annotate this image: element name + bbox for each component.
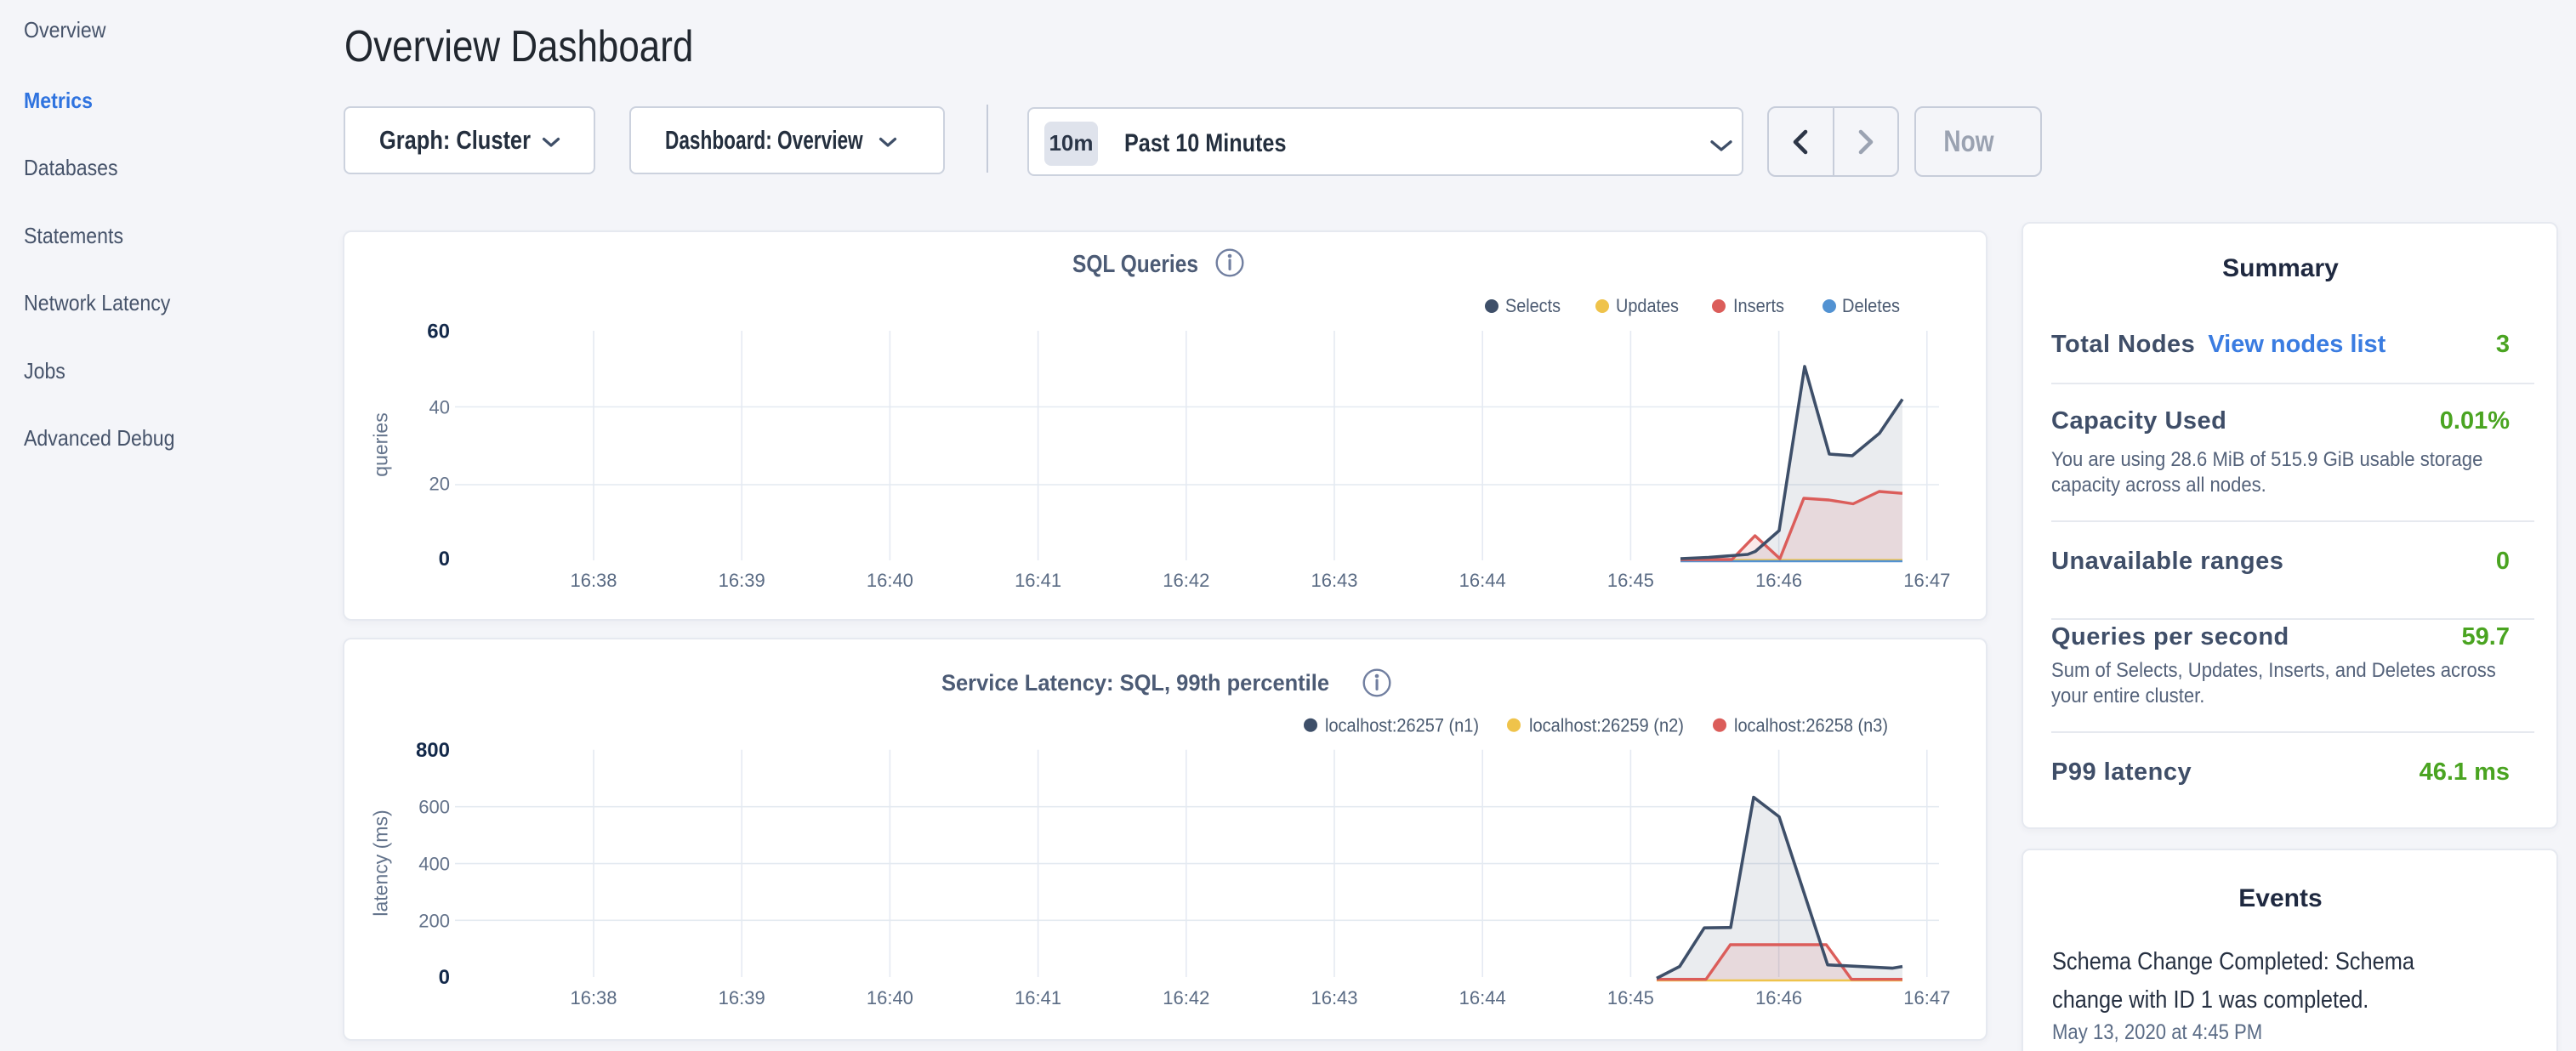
svg-text:Deletes: Deletes [1842,295,1900,316]
svg-text:16:45: 16:45 [1607,570,1654,591]
svg-text:queries: queries [370,412,392,476]
svg-text:SQL Queries: SQL Queries [1072,251,1198,278]
svg-text:16:43: 16:43 [1311,570,1357,591]
svg-text:0: 0 [439,966,450,989]
svg-text:localhost:26257 (n1): localhost:26257 (n1) [1325,715,1479,736]
svg-text:Inserts: Inserts [1733,295,1784,316]
svg-text:16:44: 16:44 [1459,570,1506,591]
svg-text:16:42: 16:42 [1163,987,1209,1008]
svg-text:Selects: Selects [1505,295,1561,316]
svg-text:16:47: 16:47 [1903,987,1950,1008]
svg-text:16:40: 16:40 [867,987,913,1008]
svg-text:localhost:26259 (n2): localhost:26259 (n2) [1529,715,1684,736]
svg-text:16:47: 16:47 [1903,570,1950,591]
svg-text:400: 400 [418,854,450,875]
svg-text:16:43: 16:43 [1311,987,1357,1008]
svg-text:Updates: Updates [1616,295,1679,316]
svg-text:60: 60 [427,321,450,344]
svg-text:0: 0 [439,548,450,571]
svg-text:localhost:26258 (n3): localhost:26258 (n3) [1734,715,1888,736]
svg-text:600: 600 [418,797,450,818]
svg-text:16:38: 16:38 [570,570,617,591]
svg-text:800: 800 [416,739,450,762]
svg-text:20: 20 [429,474,450,495]
svg-text:16:42: 16:42 [1163,570,1209,591]
svg-text:200: 200 [418,910,450,931]
svg-text:16:41: 16:41 [1015,987,1061,1008]
svg-text:16:45: 16:45 [1607,987,1654,1008]
svg-text:16:44: 16:44 [1459,987,1506,1008]
svg-text:16:39: 16:39 [719,987,765,1008]
svg-text:16:38: 16:38 [570,987,617,1008]
svg-text:latency (ms): latency (ms) [370,810,392,916]
svg-text:16:39: 16:39 [719,570,765,591]
svg-text:40: 40 [429,397,450,418]
svg-text:16:46: 16:46 [1755,987,1802,1008]
svg-text:Service Latency: SQL, 99th per: Service Latency: SQL, 99th percentile [941,670,1329,696]
svg-text:16:40: 16:40 [867,570,913,591]
svg-text:16:41: 16:41 [1015,570,1061,591]
svg-text:16:46: 16:46 [1755,570,1802,591]
